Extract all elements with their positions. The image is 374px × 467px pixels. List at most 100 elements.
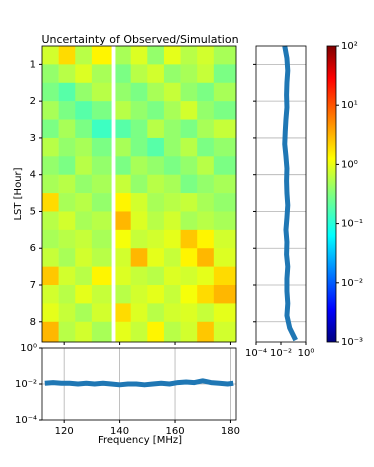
colorbar-tick-label: 10⁻³	[341, 337, 363, 348]
heatmap-cell	[197, 46, 215, 65]
heatmap-cell	[197, 174, 215, 194]
heatmap-cell	[213, 46, 237, 65]
heatmap-cell	[115, 193, 131, 212]
heatmap-cell	[130, 82, 148, 102]
heatmap-cell	[180, 156, 198, 175]
heatmap-cell	[197, 248, 215, 267]
heatmap-cell	[147, 193, 165, 212]
heatmap-cell	[42, 303, 59, 323]
heatmap-cell	[163, 266, 181, 286]
heatmap-cell	[75, 64, 93, 84]
x-tick-label: 140	[110, 426, 129, 437]
heatmap-cell	[130, 193, 148, 212]
heatmap-cell	[180, 303, 198, 323]
heatmap-cell	[163, 303, 181, 323]
heatmap-cell	[91, 229, 112, 249]
heatmap-cell	[147, 137, 165, 157]
heatmap-cell	[163, 229, 181, 249]
heatmap-cell	[197, 266, 215, 286]
heatmap-cell	[163, 285, 181, 304]
heatmap-cell	[91, 303, 112, 323]
data-line	[44, 378, 234, 388]
heatmap-cell	[130, 156, 148, 175]
chart-title: Uncertainty of Observed/Simulation	[41, 33, 238, 46]
heatmap-cell	[91, 64, 112, 84]
heatmap-cell	[197, 303, 215, 323]
heatmap-cell	[147, 46, 165, 65]
heatmap-cell	[42, 101, 59, 120]
heatmap-cell	[147, 266, 165, 286]
heatmap-cell	[91, 285, 112, 304]
heatmap-cell	[163, 211, 181, 231]
heatmap-cell	[147, 156, 165, 175]
heatmap-cell	[58, 156, 76, 175]
heatmap-cell	[115, 46, 131, 65]
y-tick-label: 2	[30, 96, 36, 107]
heatmap-cell	[91, 321, 112, 343]
heatmap-cell	[147, 174, 165, 194]
x-tick-label: 180	[221, 426, 240, 437]
heatmap-cell	[130, 137, 148, 157]
heatmap-cell	[42, 119, 59, 139]
x-axis-label: Frequency [MHz]	[98, 435, 182, 446]
heatmap-cell	[147, 101, 165, 120]
y-tick-label: 10⁰	[20, 343, 37, 354]
heatmap-cell	[75, 174, 93, 194]
heatmap-cell	[115, 119, 131, 139]
heatmap-cell	[163, 64, 181, 84]
heatmap-cell	[42, 248, 59, 267]
axes-frame	[41, 45, 237, 343]
heatmap-cell	[91, 101, 112, 120]
heatmap-cell	[130, 285, 148, 304]
heatmap-cell	[115, 82, 131, 102]
heatmap-cell	[42, 321, 59, 343]
heatmap-cell	[58, 303, 76, 323]
colorbar-tick-label: 10¹	[341, 100, 358, 111]
heatmap-cell	[197, 137, 215, 157]
heatmap-cell	[163, 174, 181, 194]
heatmap-cell	[91, 119, 112, 139]
heatmap-cell	[180, 193, 198, 212]
heatmap-cell	[115, 137, 131, 157]
heatmap-cell	[180, 285, 198, 304]
heatmap-cell	[130, 119, 148, 139]
heatmap-cell	[130, 46, 148, 65]
heatmap-cell	[115, 303, 131, 323]
heatmap-cell	[180, 64, 198, 84]
heatmap-cell	[147, 64, 165, 84]
heatmap-cell	[91, 46, 112, 65]
heatmap-cell	[213, 101, 237, 120]
heatmap-cell	[42, 156, 59, 175]
heatmap-cell	[58, 137, 76, 157]
y-tick-label: 10⁻⁴	[15, 415, 37, 426]
heatmap-cell	[163, 46, 181, 65]
heatmap-cell	[75, 82, 93, 102]
heatmap-cell	[91, 248, 112, 267]
colorbar-tick-label: 10²	[341, 41, 358, 52]
heatmap-cell	[58, 119, 76, 139]
x-tick-label: 160	[165, 426, 184, 437]
heatmap-cell	[42, 82, 59, 102]
heatmap-cell	[58, 46, 76, 65]
heatmap-cell	[75, 101, 93, 120]
heatmap-cell	[197, 64, 215, 84]
y-tick-label: 8	[30, 317, 36, 328]
heatmap-cell	[42, 46, 59, 65]
heatmap-cell	[197, 211, 215, 231]
heatmap-cell	[75, 211, 93, 231]
heatmap-cell	[42, 137, 59, 157]
heatmap-cell	[91, 211, 112, 231]
heatmap-cell	[115, 211, 131, 231]
heatmap-cell	[197, 101, 215, 120]
heatmap-cell	[91, 156, 112, 175]
heatmap-cell	[58, 248, 76, 267]
heatmap-cell	[213, 64, 237, 84]
heatmap-cell	[58, 266, 76, 286]
heatmap-cell	[147, 303, 165, 323]
heatmap-cell	[58, 321, 76, 343]
y-tick-label: 1	[30, 59, 36, 70]
heatmap-cell	[75, 303, 93, 323]
heatmap-cell	[130, 321, 148, 343]
heatmap-cell	[115, 101, 131, 120]
